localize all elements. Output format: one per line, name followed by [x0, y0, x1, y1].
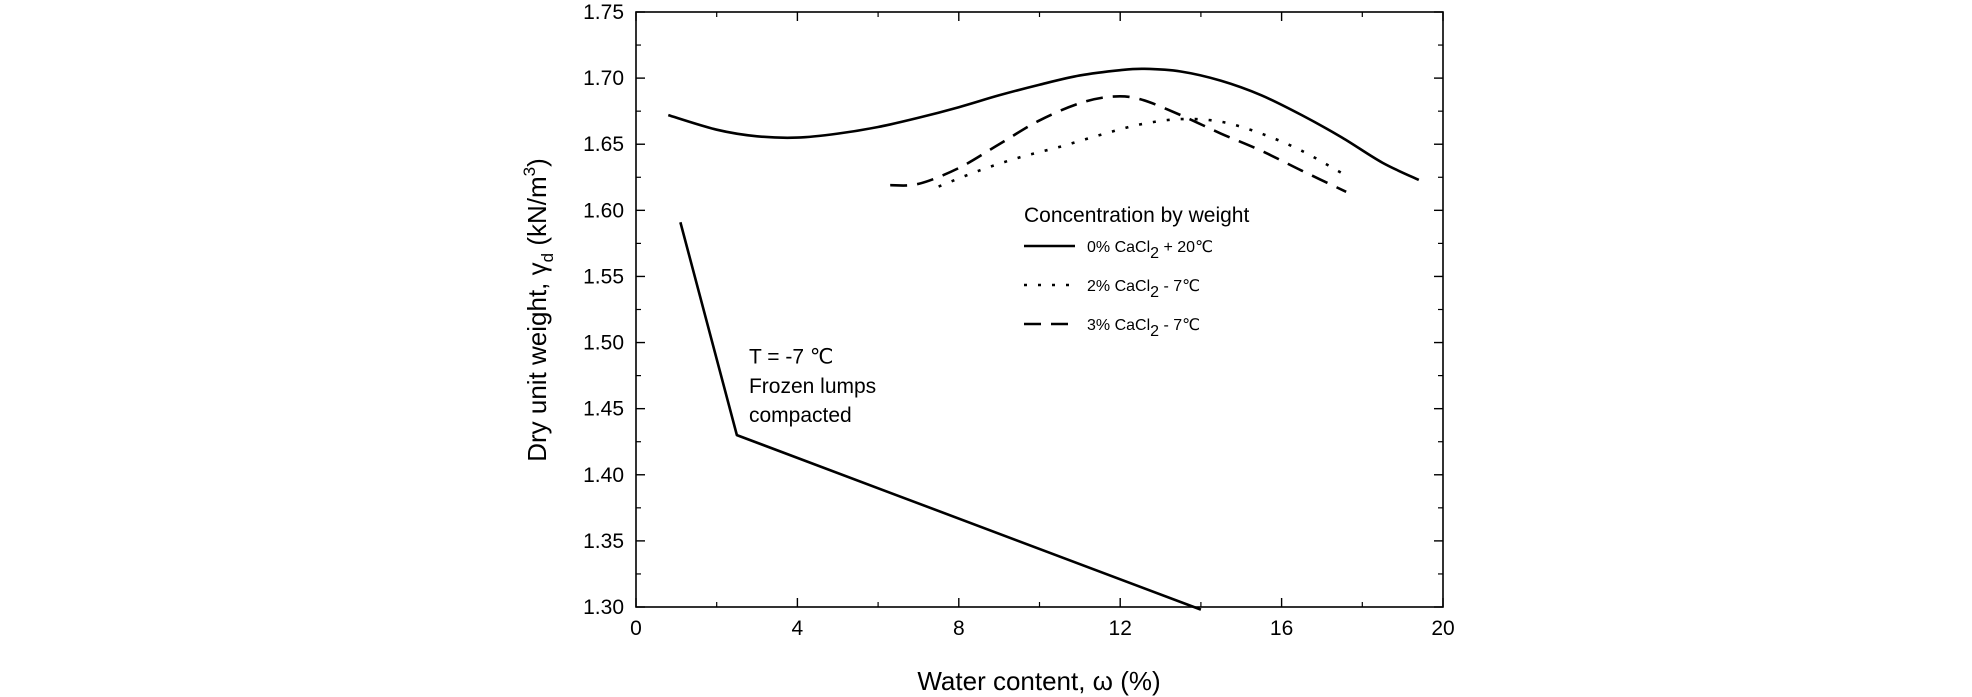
x-tick-label: 8	[953, 617, 965, 640]
y-tick-label: 1.70	[583, 67, 624, 90]
y-tick-label: 1.40	[583, 464, 624, 487]
y-axis-title-unit-superscript: 3	[520, 167, 539, 176]
x-tick-label: 20	[1431, 617, 1454, 640]
x-tick-label: 0	[630, 617, 642, 640]
x-axis-title: Water content, ω (%)	[917, 666, 1160, 696]
plot-area-frame	[635, 11, 1444, 608]
legend-label-2: 2% CaCl2 - 7℃	[1087, 278, 1200, 301]
y-tick-label: 1.55	[583, 265, 624, 288]
y-tick-label: 1.50	[583, 332, 624, 355]
x-tick-label: 12	[1109, 617, 1132, 640]
annotation-layer: T = -7 ℃ Frozen lumps compacted	[749, 346, 876, 427]
y-tick-label: 1.30	[583, 596, 624, 619]
series-layer	[667, 67, 1420, 611]
series-line-3	[890, 95, 1347, 193]
y-tick-label: 1.45	[583, 398, 624, 421]
y-tick-label: 1.35	[583, 530, 624, 553]
y-tick-label: 1.75	[583, 1, 624, 24]
legend-label-1: 0% CaCl2 + 20℃	[1087, 239, 1213, 262]
y-axis-title-unit-close: )	[522, 158, 552, 167]
y-axis-title-main: Dry unit weight, γ	[522, 262, 552, 461]
legend: Concentration by weight 0% CaCl2 + 20℃ 2% …	[1024, 204, 1249, 340]
annotation-text: Frozen lumps	[749, 375, 876, 398]
series-line-2	[938, 117, 1343, 188]
x-tick-label: 16	[1270, 617, 1293, 640]
y-axis-title: Dry unit weight, γd (kN/m3)	[520, 158, 557, 462]
y-axis-title-unit: (kN/m	[522, 176, 552, 253]
annotation-text: T = -7 ℃	[749, 346, 833, 369]
annotation-text: compacted	[749, 404, 852, 427]
series-line-4	[679, 221, 1202, 611]
legend-label-3: 3% CaCl2 - 7℃	[1087, 317, 1200, 340]
legend-title: Concentration by weight	[1024, 204, 1249, 227]
y-tick-label: 1.65	[583, 133, 624, 156]
series-line-1	[667, 67, 1420, 182]
axis-ticks: 0 4 8 12 16 20 1.30 1.35 1.40 1.45 1.50 1.55 1.60 1.6…	[583, 1, 1455, 640]
y-tick-label: 1.60	[583, 199, 624, 222]
y-axis-title-subscript: d	[538, 253, 557, 262]
x-tick-label: 4	[792, 617, 804, 640]
